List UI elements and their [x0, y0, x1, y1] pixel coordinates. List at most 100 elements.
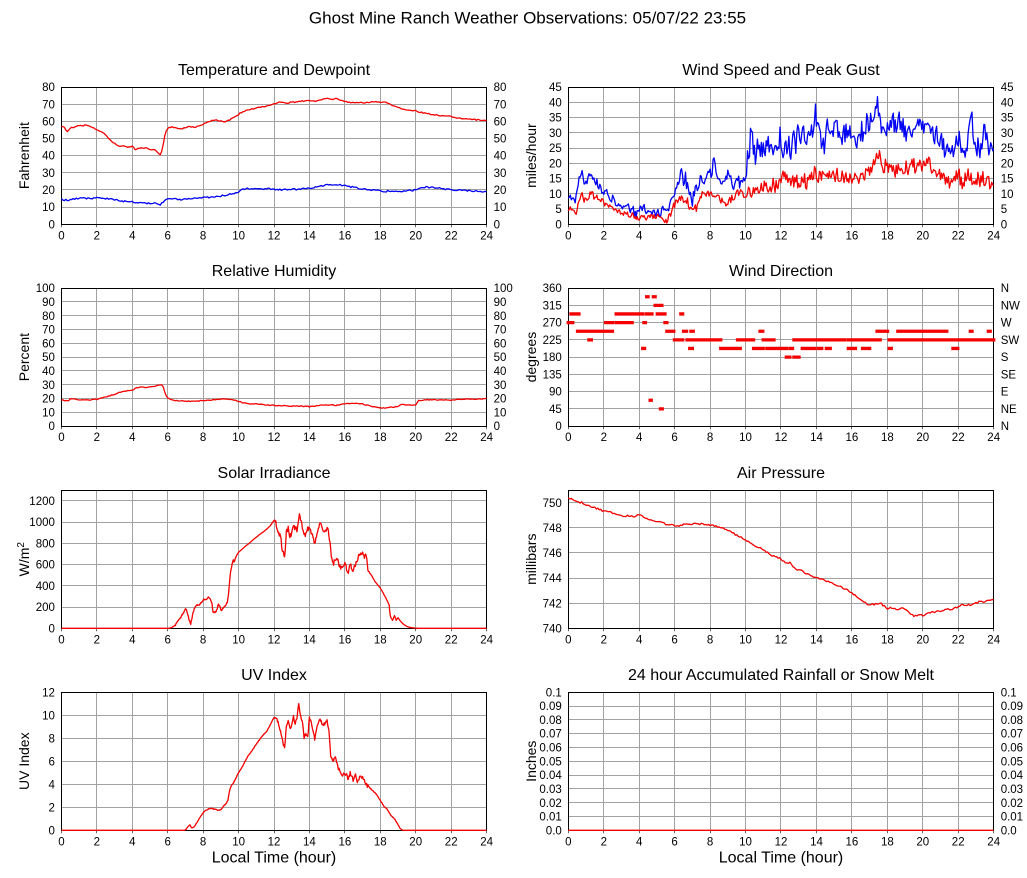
svg-text:50: 50: [494, 352, 507, 364]
svg-text:15: 15: [1001, 174, 1014, 186]
svg-text:0.03: 0.03: [539, 784, 561, 796]
svg-text:0: 0: [565, 634, 571, 646]
svg-text:12: 12: [775, 836, 788, 848]
svg-text:16: 16: [846, 432, 859, 444]
svg-text:270: 270: [543, 318, 562, 330]
svg-text:40: 40: [494, 151, 507, 163]
svg-text:0: 0: [565, 230, 571, 242]
svg-text:20: 20: [409, 836, 422, 848]
svg-text:0.06: 0.06: [539, 743, 561, 755]
svg-text:22: 22: [445, 432, 458, 444]
svg-text:5: 5: [555, 204, 561, 216]
svg-text:15: 15: [549, 174, 562, 186]
svg-text:0.0: 0.0: [1001, 825, 1017, 837]
svg-text:0.02: 0.02: [539, 798, 561, 810]
svg-text:10: 10: [739, 432, 752, 444]
svg-text:16: 16: [339, 432, 352, 444]
svg-text:NE: NE: [1001, 404, 1017, 416]
svg-text:SE: SE: [1001, 370, 1017, 382]
svg-text:2: 2: [601, 634, 607, 646]
svg-text:0: 0: [58, 634, 64, 646]
svg-text:24: 24: [987, 634, 1000, 646]
svg-text:600: 600: [36, 560, 55, 572]
svg-text:8: 8: [707, 230, 713, 242]
svg-text:60: 60: [494, 338, 507, 350]
svg-text:45: 45: [549, 404, 562, 416]
svg-text:4: 4: [636, 432, 643, 444]
svg-text:30: 30: [42, 380, 55, 392]
svg-text:20: 20: [494, 394, 507, 406]
svg-text:740: 740: [543, 623, 562, 635]
svg-text:10: 10: [232, 836, 245, 848]
svg-text:Local Time (hour): Local Time (hour): [719, 850, 844, 867]
svg-text:8: 8: [200, 230, 206, 242]
svg-text:N: N: [1001, 283, 1009, 295]
svg-text:24 hour Accumulated Rainfall o: 24 hour Accumulated Rainfall or Snow Mel…: [628, 667, 934, 684]
svg-text:S: S: [1001, 352, 1009, 364]
svg-text:30: 30: [494, 168, 507, 180]
svg-text:40: 40: [42, 366, 55, 378]
svg-text:0: 0: [1001, 219, 1007, 231]
svg-text:50: 50: [494, 134, 507, 146]
svg-text:2: 2: [94, 432, 100, 444]
svg-text:90: 90: [494, 297, 507, 309]
svg-text:10: 10: [1001, 189, 1014, 201]
svg-text:16: 16: [339, 836, 352, 848]
svg-text:0.0: 0.0: [546, 825, 562, 837]
svg-text:24: 24: [987, 230, 1000, 242]
svg-text:20: 20: [409, 432, 422, 444]
svg-text:4: 4: [129, 432, 136, 444]
svg-text:Solar Irradiance: Solar Irradiance: [218, 465, 331, 482]
svg-text:0: 0: [494, 219, 500, 231]
svg-text:35: 35: [1001, 113, 1014, 125]
svg-text:2: 2: [601, 836, 607, 848]
svg-text:20: 20: [409, 230, 422, 242]
svg-text:Percent: Percent: [16, 333, 32, 381]
svg-text:80: 80: [494, 82, 507, 94]
svg-text:24: 24: [987, 836, 1000, 848]
svg-text:40: 40: [549, 97, 562, 109]
svg-text:6: 6: [48, 756, 54, 768]
svg-text:20: 20: [916, 432, 929, 444]
svg-text:0.07: 0.07: [1001, 729, 1023, 741]
svg-text:miles/hour: miles/hour: [523, 123, 539, 188]
svg-text:20: 20: [916, 634, 929, 646]
svg-text:10: 10: [232, 634, 245, 646]
svg-text:0.01: 0.01: [539, 812, 561, 824]
svg-text:6: 6: [671, 836, 677, 848]
svg-text:180: 180: [543, 352, 562, 364]
svg-text:0: 0: [48, 623, 54, 635]
svg-text:20: 20: [916, 836, 929, 848]
svg-text:8: 8: [707, 634, 713, 646]
svg-text:70: 70: [42, 325, 55, 337]
svg-text:10: 10: [232, 432, 245, 444]
svg-text:30: 30: [549, 128, 562, 140]
svg-text:400: 400: [36, 581, 55, 593]
svg-text:35: 35: [549, 113, 562, 125]
svg-text:12: 12: [775, 634, 788, 646]
svg-text:16: 16: [846, 230, 859, 242]
svg-text:24: 24: [480, 836, 493, 848]
svg-text:135: 135: [543, 370, 562, 382]
svg-text:80: 80: [42, 82, 55, 94]
svg-text:0: 0: [565, 836, 571, 848]
svg-text:Local Time (hour): Local Time (hour): [212, 850, 337, 867]
svg-text:40: 40: [494, 366, 507, 378]
svg-text:18: 18: [881, 836, 894, 848]
svg-text:6: 6: [671, 634, 677, 646]
svg-text:0.1: 0.1: [546, 687, 562, 699]
svg-text:742: 742: [543, 598, 562, 610]
svg-text:22: 22: [445, 230, 458, 242]
svg-text:Wind Direction: Wind Direction: [729, 263, 833, 280]
svg-text:12: 12: [268, 634, 281, 646]
svg-text:0.09: 0.09: [539, 701, 561, 713]
svg-text:N: N: [1001, 421, 1009, 433]
svg-text:315: 315: [543, 301, 562, 313]
svg-text:0.07: 0.07: [539, 729, 561, 741]
svg-text:20: 20: [916, 230, 929, 242]
svg-text:14: 14: [303, 230, 316, 242]
svg-text:4: 4: [129, 230, 136, 242]
svg-text:30: 30: [1001, 128, 1014, 140]
svg-text:10: 10: [739, 634, 752, 646]
svg-text:20: 20: [409, 634, 422, 646]
